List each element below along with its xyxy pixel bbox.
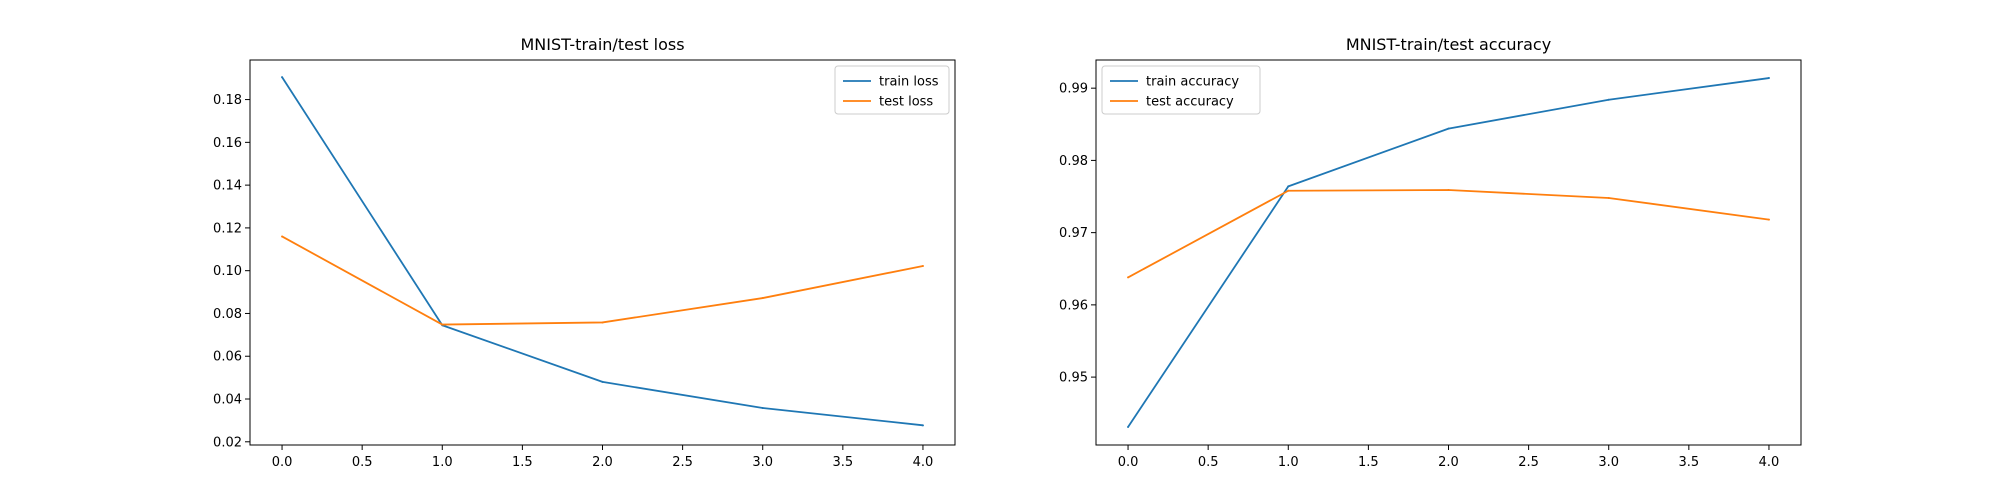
x-tick-label: 4.0 bbox=[913, 455, 934, 470]
data-point bbox=[1127, 276, 1130, 279]
x-tick-label: 3.0 bbox=[752, 455, 773, 470]
y-tick-label: 0.02 bbox=[213, 435, 242, 450]
data-point bbox=[1447, 127, 1450, 130]
y-tick-label: 0.98 bbox=[1059, 154, 1088, 169]
legend-label: train loss bbox=[879, 75, 939, 90]
x-tick-label: 1.0 bbox=[1278, 455, 1299, 470]
x-tick-label: 1.5 bbox=[512, 455, 533, 470]
x-tick-label: 0.0 bbox=[1118, 455, 1139, 470]
chart-title: MNIST-train/test loss bbox=[520, 35, 684, 54]
chart-title: MNIST-train/test accuracy bbox=[1346, 35, 1551, 54]
plot-frame bbox=[1095, 59, 1802, 446]
plot-frame bbox=[249, 59, 956, 446]
y-tick-label: 0.10 bbox=[213, 264, 242, 279]
data-point bbox=[1127, 425, 1130, 428]
data-point bbox=[1767, 77, 1770, 80]
x-tick-label: 4.0 bbox=[1759, 455, 1780, 470]
legend: train accuracy test accuracy bbox=[1101, 65, 1261, 115]
x-tick-label: 0.5 bbox=[352, 455, 373, 470]
data-point bbox=[1447, 189, 1450, 192]
legend-label: test loss bbox=[879, 95, 933, 110]
x-tick-label: 3.0 bbox=[1598, 455, 1619, 470]
y-tick-label: 0.96 bbox=[1059, 298, 1088, 313]
data-point bbox=[281, 76, 284, 79]
x-tick-label: 2.5 bbox=[1518, 455, 1539, 470]
data-point bbox=[1287, 189, 1290, 192]
y-tick-label: 0.16 bbox=[213, 136, 242, 151]
x-tick-label: 3.5 bbox=[1678, 455, 1699, 470]
y-tick-label: 0.12 bbox=[213, 221, 242, 236]
x-tick-label: 3.5 bbox=[832, 455, 853, 470]
x-tick-label: 0.5 bbox=[1198, 455, 1219, 470]
x-tick-label: 2.0 bbox=[592, 455, 613, 470]
chart-0: MNIST-train/test loss 0.0 0.5 1.0 1.5 2.0 2.5 3… bbox=[213, 35, 956, 470]
x-tick-label: 2.5 bbox=[672, 455, 693, 470]
x-tick-label: 1.0 bbox=[432, 455, 453, 470]
data-point bbox=[1607, 98, 1610, 101]
y-tick-label: 0.97 bbox=[1059, 226, 1088, 241]
data-point bbox=[921, 264, 924, 267]
legend-label: train accuracy bbox=[1146, 75, 1239, 90]
data-point bbox=[1767, 218, 1770, 221]
data-point bbox=[921, 424, 924, 427]
data-point bbox=[1607, 196, 1610, 199]
data-point bbox=[601, 321, 604, 324]
y-tick-label: 0.04 bbox=[213, 393, 242, 408]
data-point bbox=[281, 235, 284, 238]
data-point bbox=[1287, 185, 1290, 188]
x-tick-label: 1.5 bbox=[1358, 455, 1379, 470]
legend: train loss test loss bbox=[834, 65, 950, 115]
y-tick-label: 0.95 bbox=[1059, 371, 1088, 386]
x-tick-label: 0.0 bbox=[272, 455, 293, 470]
y-tick-label: 0.99 bbox=[1059, 82, 1088, 97]
y-tick-label: 0.06 bbox=[213, 350, 242, 365]
legend-box bbox=[834, 65, 950, 115]
legend-label: test accuracy bbox=[1146, 95, 1234, 110]
y-tick-label: 0.08 bbox=[213, 307, 242, 322]
legend-box bbox=[1101, 65, 1261, 115]
y-tick-label: 0.14 bbox=[213, 179, 242, 194]
y-tick-label: 0.18 bbox=[213, 93, 242, 108]
x-tick-label: 2.0 bbox=[1438, 455, 1459, 470]
chart-1: MNIST-train/test accuracy 0.0 0.5 1.0 1.5 2.0… bbox=[1059, 35, 1802, 470]
data-point bbox=[761, 297, 764, 300]
data-point bbox=[761, 406, 764, 409]
data-point bbox=[441, 323, 444, 326]
data-point bbox=[601, 380, 604, 383]
